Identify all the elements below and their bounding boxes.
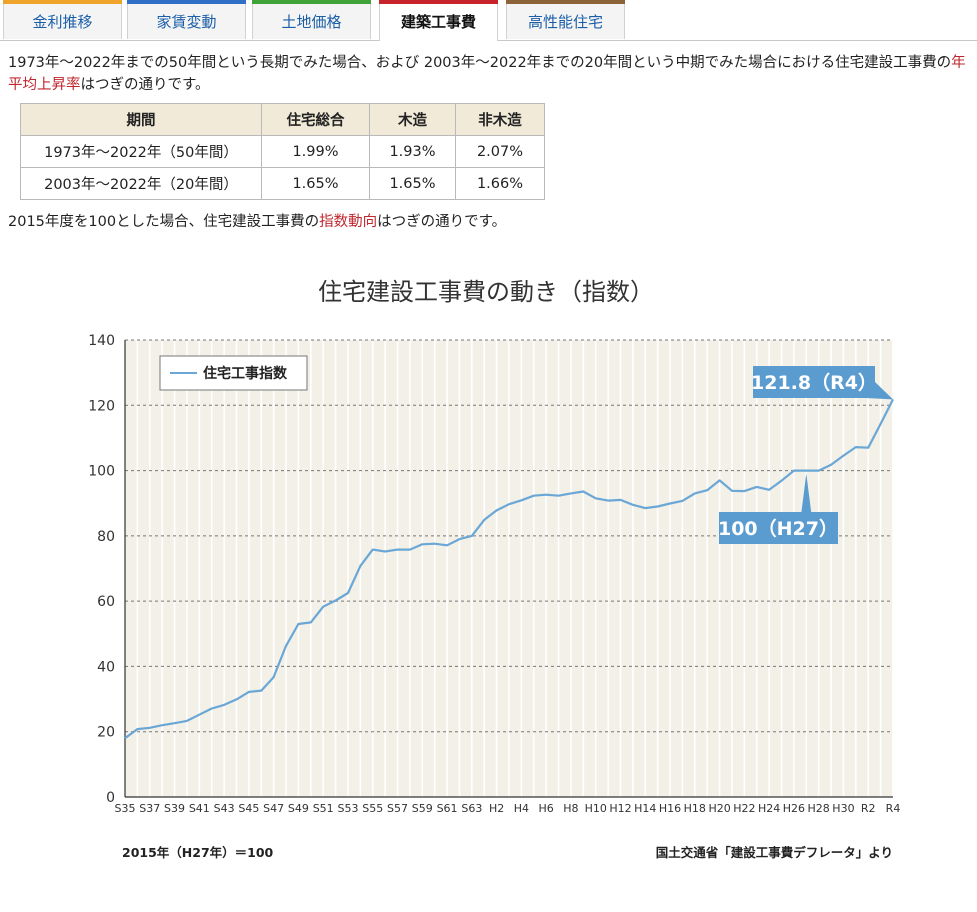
- intro-text-part1: 1973年～2022年までの50年間という長期でみた場合、および 2003年～2…: [8, 55, 952, 71]
- table-header-wood: 木造: [369, 103, 456, 136]
- x-tick-label: S61: [437, 802, 458, 815]
- x-tick-label: R4: [886, 802, 901, 815]
- x-tick-label: S49: [288, 802, 309, 815]
- x-tick-label: H10: [585, 802, 607, 815]
- x-tick-label: H16: [659, 802, 681, 815]
- x-tick-label: S59: [412, 802, 433, 815]
- x-tick-label: S43: [214, 802, 235, 815]
- x-tick-label: H30: [832, 802, 854, 815]
- x-tick-label: S37: [139, 802, 160, 815]
- x-tick-label: H26: [783, 802, 805, 815]
- y-tick-label: 100: [88, 464, 115, 480]
- intro-text: 1973年～2022年までの50年間という長期でみた場合、および 2003年～2…: [8, 52, 970, 96]
- callout-label-base: 100（H27）: [718, 517, 838, 540]
- y-tick-label: 0: [106, 790, 115, 806]
- footnote-right: 国土交通省「建設工事費デフレータ」より: [656, 845, 893, 860]
- callouts: 121.8（R4） 100（H27）: [718, 366, 893, 544]
- table-cell: 1.65%: [261, 167, 370, 200]
- table-header-non-wood: 非木造: [455, 103, 545, 136]
- x-tick-label: S47: [263, 802, 284, 815]
- table-cell: 1.65%: [369, 167, 456, 200]
- callout-pointer-base: [801, 473, 812, 513]
- tab-bar: 金利推移 家賃変動 土地価格 建築工事費 高性能住宅: [0, 0, 977, 41]
- x-axis-ticks: S35 S37 S39 S41 S43 S45 S47 S49 S51 S53 S55 S57 S59 S…: [115, 802, 901, 815]
- x-tick-label: H22: [733, 802, 755, 815]
- table-row: 1973年～2022年（50年間） 1.99% 1.93% 2.07%: [20, 135, 545, 168]
- table-row: 2003年～2022年（20年間） 1.65% 1.65% 1.66%: [20, 167, 545, 200]
- x-tick-label: H20: [708, 802, 730, 815]
- table-cell: 2.07%: [455, 135, 545, 168]
- table-cell: 1.93%: [369, 135, 456, 168]
- table-cell: 1973年～2022年（50年間）: [20, 135, 262, 168]
- footnote-left: 2015年（H27年）＝100: [122, 845, 274, 860]
- y-tick-label: 60: [97, 594, 115, 610]
- tab-rent[interactable]: 家賃変動: [127, 0, 246, 39]
- x-tick-label: S39: [164, 802, 185, 815]
- index-intro-highlight: 指数動向: [319, 214, 378, 230]
- tab-construction-cost[interactable]: 建築工事費: [379, 0, 498, 41]
- x-tick-label: S41: [189, 802, 210, 815]
- x-tick-label: S45: [238, 802, 259, 815]
- x-tick-label: S57: [387, 802, 408, 815]
- x-tick-label: H28: [808, 802, 830, 815]
- legend-label: 住宅工事指数: [203, 365, 288, 382]
- y-tick-label: 40: [97, 659, 115, 675]
- x-tick-label: R2: [861, 802, 876, 815]
- x-tick-label: H14: [634, 802, 656, 815]
- construction-cost-chart: 住宅建設工事費の動き（指数） 0 20 40 60 80 100 120 140 S35 S37…: [88, 278, 901, 860]
- y-axis-ticks: 0 20 40 60 80 100 120 140: [88, 333, 115, 806]
- intro-highlight: 年平均上昇率: [8, 55, 966, 93]
- x-tick-label: H2: [489, 802, 504, 815]
- chart-title: 住宅建設工事費の動き（指数）: [318, 278, 654, 306]
- callout-box-base: [719, 512, 838, 544]
- callout-box-latest: [753, 366, 875, 398]
- x-tick-label: S63: [461, 802, 482, 815]
- rate-table: 期間 住宅総合 木造 非木造 1973年～2022年（50年間） 1.99% 1…: [20, 103, 545, 200]
- table-cell: 1.66%: [455, 167, 545, 200]
- table-cell: 1.99%: [261, 135, 370, 168]
- y-tick-label: 80: [97, 529, 115, 545]
- tab-high-performance-house[interactable]: 高性能住宅: [506, 0, 625, 39]
- series-layer: [124, 398, 894, 740]
- table-cell: 2003年～2022年（20年間）: [20, 167, 262, 200]
- index-intro-text: 2015年度を100とした場合、住宅建設工事費の指数動向はつぎの通りです。: [8, 210, 506, 231]
- intro-text-part2: はつぎの通りです。: [80, 77, 210, 93]
- x-tick-label: H4: [514, 802, 529, 815]
- x-tick-label: H24: [758, 802, 780, 815]
- index-intro-part1: 2015年度を100とした場合、住宅建設工事費の: [8, 214, 320, 230]
- table-header-total: 住宅総合: [261, 103, 370, 136]
- x-tick-label: H8: [563, 802, 578, 815]
- x-tick-label: H12: [609, 802, 631, 815]
- y-tick-label: 120: [88, 398, 115, 414]
- x-tick-label: S51: [313, 802, 334, 815]
- callout-pointer-latest: [866, 366, 893, 400]
- table-header-row: 期間 住宅総合 木造 非木造: [20, 103, 545, 136]
- y-tick-label: 20: [97, 725, 115, 741]
- index-intro-part2: はつぎの通りです。: [377, 214, 507, 230]
- horizontal-grid: [125, 339, 893, 733]
- table-header-period: 期間: [20, 103, 262, 136]
- x-tick-label: H18: [684, 802, 706, 815]
- x-tick-label: S35: [115, 802, 136, 815]
- x-tick-label: H6: [539, 802, 554, 815]
- axes: [124, 340, 893, 798]
- legend: 住宅工事指数: [159, 355, 308, 391]
- x-tick-label: S55: [362, 802, 383, 815]
- y-tick-label: 140: [88, 333, 115, 349]
- series-line: [124, 398, 894, 740]
- x-tick-label: S53: [337, 802, 358, 815]
- tab-interest-rate[interactable]: 金利推移: [3, 0, 122, 39]
- tab-land-price[interactable]: 土地価格: [252, 0, 371, 39]
- callout-label-latest: 121.8（R4）: [751, 371, 877, 394]
